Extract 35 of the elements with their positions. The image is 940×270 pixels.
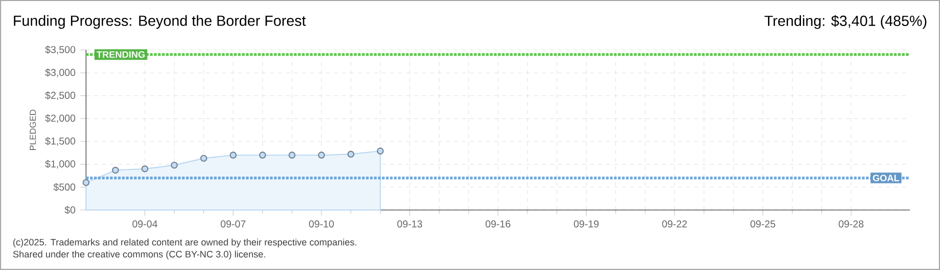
point [259,152,266,159]
point [318,152,325,159]
point [288,152,296,159]
x-tick-label: 09-19 [574,220,599,228]
y-tick-label: $2,000 [45,114,76,123]
x-tick-label: 09-10 [309,220,334,228]
point [200,154,208,162]
point [82,179,90,186]
y-tick-label: $2,500 [45,91,76,100]
point [376,148,384,154]
ref-line-label: TRENDING [96,51,145,58]
y-tick-label: $500 [53,183,76,192]
y-tick-label: $3,000 [45,68,76,78]
chart-subtitle: Trending: $3,401 (485%) [764,15,926,29]
point [112,166,119,174]
y-axis-title: PLEDGED [30,110,36,150]
text: (c)2025. Trademarks and related content are owned by their respective companies. [13,238,356,248]
y-tick-label: $1,500 [45,137,76,146]
y-tick-label: $0 [64,206,76,214]
x-tick-label: 09-25 [750,220,776,228]
x-tick-label: 09-16 [486,220,510,228]
x-tick-label: 09-28 [838,220,864,228]
ref-line-label: GOAL [872,174,900,182]
point [347,150,354,158]
x-tick-label: 09-04 [132,220,158,228]
y-tick-label: $3,500 [45,46,76,54]
text: Shared under the creative commons (CC BY-NC 3.0) license. [13,250,266,260]
point [170,162,178,169]
chart-title: Funding Progress: Beyond the Border Forest [14,15,306,29]
x-tick-label: 09-07 [220,220,246,228]
x-tick-label: 09-22 [662,220,687,228]
x-tick-label: 09-13 [397,220,422,228]
point [141,165,148,172]
y-tick-label: $1,000 [45,160,76,169]
point [230,152,237,159]
